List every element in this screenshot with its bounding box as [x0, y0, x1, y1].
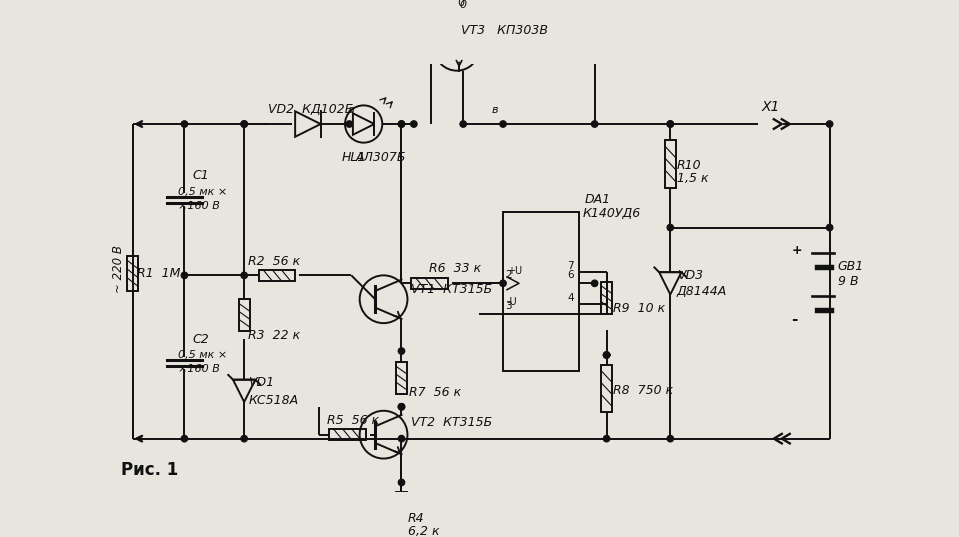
Bar	[396, 492, 407, 524]
Circle shape	[241, 436, 247, 442]
Text: ×160 В: ×160 В	[178, 201, 220, 211]
Circle shape	[398, 121, 405, 127]
Bar	[396, 362, 407, 394]
Text: R8  750 к: R8 750 к	[613, 384, 673, 397]
Circle shape	[410, 121, 417, 127]
Circle shape	[592, 121, 597, 127]
Text: ~ 220 В: ~ 220 В	[112, 245, 125, 293]
Circle shape	[827, 224, 832, 231]
Text: 2: 2	[505, 270, 512, 280]
Text: 0,5 мк ×: 0,5 мк ×	[178, 350, 227, 360]
Text: -: -	[791, 313, 798, 328]
Text: VD3: VD3	[677, 269, 703, 282]
Text: Д8144А: Д8144А	[677, 285, 727, 298]
Circle shape	[346, 121, 353, 127]
Circle shape	[667, 224, 673, 231]
Bar	[411, 278, 448, 289]
Text: R9  10 к: R9 10 к	[613, 301, 666, 315]
Text: X1: X1	[761, 99, 781, 113]
Circle shape	[667, 436, 673, 442]
Text: VT2  КТ315Б: VT2 КТ315Б	[411, 416, 493, 429]
Circle shape	[181, 272, 188, 279]
Text: +U: +U	[507, 266, 522, 275]
Text: в: в	[491, 105, 498, 115]
Text: 6: 6	[568, 270, 574, 280]
Text: а: а	[348, 105, 355, 115]
Text: R4: R4	[408, 512, 425, 525]
Circle shape	[500, 280, 506, 287]
Circle shape	[667, 121, 673, 127]
Text: C2: C2	[193, 332, 209, 346]
Text: 7: 7	[568, 261, 574, 271]
Text: R1  1М: R1 1М	[136, 267, 180, 280]
Circle shape	[460, 5, 466, 12]
Text: АЛ307Б: АЛ307Б	[356, 151, 407, 164]
Circle shape	[398, 479, 405, 485]
Text: R3  22 к: R3 22 к	[248, 329, 300, 342]
Circle shape	[603, 436, 610, 442]
Text: К140УД6: К140УД6	[583, 207, 641, 220]
Text: 0: 0	[459, 0, 466, 10]
Text: VD1: VD1	[248, 376, 274, 389]
Circle shape	[398, 404, 405, 410]
Text: 0: 0	[456, 0, 464, 8]
Circle shape	[603, 352, 610, 358]
Circle shape	[181, 436, 188, 442]
Bar	[601, 365, 612, 412]
Text: +: +	[791, 244, 802, 257]
Text: GB1: GB1	[837, 260, 864, 273]
Text: DA1: DA1	[585, 193, 611, 206]
Text: ×160 В: ×160 В	[178, 364, 220, 374]
Circle shape	[592, 280, 597, 287]
Circle shape	[241, 121, 247, 127]
Text: 3: 3	[505, 301, 512, 310]
Bar	[128, 256, 138, 291]
Circle shape	[398, 121, 405, 127]
Text: R10: R10	[677, 159, 701, 172]
Text: 1,5 к: 1,5 к	[677, 172, 708, 185]
Text: -U: -U	[507, 297, 518, 308]
Circle shape	[827, 121, 832, 127]
Text: R7  56 к: R7 56 к	[409, 386, 461, 399]
Circle shape	[398, 404, 405, 410]
Circle shape	[500, 121, 506, 127]
Text: 4: 4	[568, 293, 574, 303]
Circle shape	[181, 121, 188, 127]
Text: R2  56 к: R2 56 к	[248, 255, 300, 267]
Circle shape	[603, 352, 610, 358]
Text: R6  33 к: R6 33 к	[430, 263, 481, 275]
Circle shape	[398, 348, 405, 354]
Text: VT3   КП303В: VT3 КП303В	[461, 24, 548, 37]
Circle shape	[460, 121, 466, 127]
Circle shape	[241, 121, 247, 127]
Bar	[665, 140, 676, 188]
Text: C1: C1	[193, 169, 209, 182]
Circle shape	[241, 272, 247, 279]
Text: VD2  КД102Б: VD2 КД102Б	[269, 103, 354, 116]
Text: 6,2 к: 6,2 к	[408, 525, 439, 537]
Text: 0,5 мк ×: 0,5 мк ×	[178, 187, 227, 197]
Text: Рис. 1: Рис. 1	[121, 461, 178, 480]
Text: VT1  КТ315Б: VT1 КТ315Б	[411, 283, 493, 296]
Bar	[601, 282, 612, 314]
Text: HL1: HL1	[341, 151, 365, 164]
Bar	[239, 299, 249, 331]
Text: R5  56 к: R5 56 к	[327, 414, 380, 427]
Bar	[329, 429, 365, 440]
Bar	[503, 212, 578, 371]
Circle shape	[398, 436, 405, 442]
Bar	[259, 270, 295, 281]
Text: 9 В: 9 В	[837, 275, 858, 288]
Circle shape	[667, 121, 673, 127]
Text: КС518А: КС518А	[248, 394, 298, 407]
